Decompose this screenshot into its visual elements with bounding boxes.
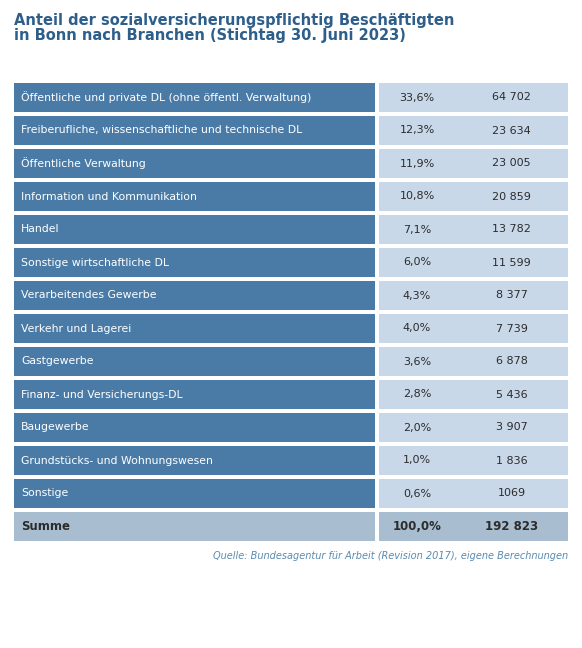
- Text: Anteil der sozialversicherungspflichtig Beschäftigten: Anteil der sozialversicherungspflichtig …: [14, 13, 455, 28]
- Text: Summe: Summe: [21, 520, 70, 533]
- Bar: [14, 182, 375, 211]
- Bar: [379, 413, 568, 442]
- Text: 1,0%: 1,0%: [403, 456, 431, 465]
- Bar: [14, 413, 375, 442]
- Text: Information und Kommunikation: Information und Kommunikation: [21, 192, 197, 202]
- Bar: [14, 512, 375, 541]
- Text: 2,0%: 2,0%: [403, 422, 431, 432]
- Text: 8 377: 8 377: [495, 290, 527, 301]
- Text: 5 436: 5 436: [496, 389, 527, 400]
- Text: 13 782: 13 782: [492, 224, 531, 235]
- Text: 4,0%: 4,0%: [403, 323, 431, 334]
- Bar: [379, 347, 568, 376]
- Bar: [379, 479, 568, 508]
- Text: Verarbeitendes Gewerbe: Verarbeitendes Gewerbe: [21, 290, 157, 301]
- Bar: [379, 215, 568, 244]
- Text: 11 599: 11 599: [492, 257, 531, 268]
- Text: Grundstücks- und Wohnungswesen: Grundstücks- und Wohnungswesen: [21, 456, 213, 465]
- Text: Öffentliche Verwaltung: Öffentliche Verwaltung: [21, 157, 146, 170]
- Bar: [379, 116, 568, 145]
- Text: 0,6%: 0,6%: [403, 489, 431, 498]
- Bar: [14, 83, 375, 112]
- Text: Sonstige wirtschaftliche DL: Sonstige wirtschaftliche DL: [21, 257, 169, 268]
- Text: Gastgewerbe: Gastgewerbe: [21, 356, 94, 367]
- Bar: [379, 83, 568, 112]
- Bar: [14, 479, 375, 508]
- Bar: [379, 446, 568, 475]
- Text: Sonstige: Sonstige: [21, 489, 68, 498]
- Text: 6,0%: 6,0%: [403, 257, 431, 268]
- Bar: [14, 215, 375, 244]
- Text: Öffentliche und private DL (ohne öffentl. Verwaltung): Öffentliche und private DL (ohne öffentl…: [21, 91, 311, 104]
- Text: in Bonn nach Branchen (Stichtag 30. Juni 2023): in Bonn nach Branchen (Stichtag 30. Juni…: [14, 28, 406, 43]
- Text: 64 702: 64 702: [492, 93, 531, 102]
- Text: 20 859: 20 859: [492, 192, 531, 202]
- Text: Freiberufliche, wissenschaftliche und technische DL: Freiberufliche, wissenschaftliche und te…: [21, 126, 302, 135]
- Text: Finanz- und Versicherungs-DL: Finanz- und Versicherungs-DL: [21, 389, 183, 400]
- Bar: [14, 347, 375, 376]
- Text: 100,0%: 100,0%: [393, 520, 441, 533]
- Bar: [14, 446, 375, 475]
- Text: Handel: Handel: [21, 224, 59, 235]
- Bar: [14, 281, 375, 310]
- Text: 4,3%: 4,3%: [403, 290, 431, 301]
- Text: 1 836: 1 836: [496, 456, 527, 465]
- Bar: [379, 512, 568, 541]
- Text: 3,6%: 3,6%: [403, 356, 431, 367]
- Text: 6 878: 6 878: [495, 356, 527, 367]
- Text: Verkehr und Lagerei: Verkehr und Lagerei: [21, 323, 132, 334]
- Bar: [379, 314, 568, 343]
- Text: 23 634: 23 634: [492, 126, 531, 135]
- Text: 7,1%: 7,1%: [403, 224, 431, 235]
- Bar: [14, 380, 375, 409]
- Bar: [379, 281, 568, 310]
- Text: 1069: 1069: [498, 489, 526, 498]
- Bar: [379, 380, 568, 409]
- Text: 33,6%: 33,6%: [399, 93, 435, 102]
- Text: 10,8%: 10,8%: [399, 192, 435, 202]
- Bar: [14, 116, 375, 145]
- Bar: [379, 149, 568, 178]
- Bar: [379, 248, 568, 277]
- Text: 7 739: 7 739: [495, 323, 527, 334]
- Bar: [14, 248, 375, 277]
- Text: Baugewerbe: Baugewerbe: [21, 422, 90, 432]
- Bar: [14, 149, 375, 178]
- Text: 12,3%: 12,3%: [399, 126, 435, 135]
- Text: 2,8%: 2,8%: [403, 389, 431, 400]
- Text: 23 005: 23 005: [492, 159, 531, 168]
- Text: 192 823: 192 823: [485, 520, 538, 533]
- Bar: [14, 314, 375, 343]
- Text: 3 907: 3 907: [496, 422, 527, 432]
- Text: 11,9%: 11,9%: [399, 159, 435, 168]
- Text: Quelle: Bundesagentur für Arbeit (Revision 2017), eigene Berechnungen: Quelle: Bundesagentur für Arbeit (Revisi…: [213, 551, 568, 561]
- Bar: [379, 182, 568, 211]
